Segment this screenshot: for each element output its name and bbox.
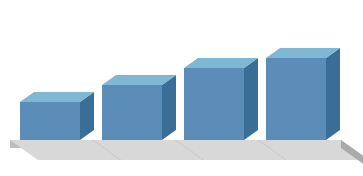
Polygon shape: [341, 140, 363, 168]
Polygon shape: [244, 58, 258, 140]
Polygon shape: [10, 140, 341, 148]
Polygon shape: [102, 75, 176, 85]
Polygon shape: [10, 140, 363, 160]
Polygon shape: [102, 85, 162, 140]
Polygon shape: [20, 92, 94, 102]
Polygon shape: [326, 48, 340, 140]
Polygon shape: [162, 75, 176, 140]
Polygon shape: [266, 48, 340, 58]
Polygon shape: [20, 102, 80, 140]
Polygon shape: [80, 92, 94, 140]
Polygon shape: [184, 68, 244, 140]
Polygon shape: [184, 58, 258, 68]
Polygon shape: [266, 58, 326, 140]
